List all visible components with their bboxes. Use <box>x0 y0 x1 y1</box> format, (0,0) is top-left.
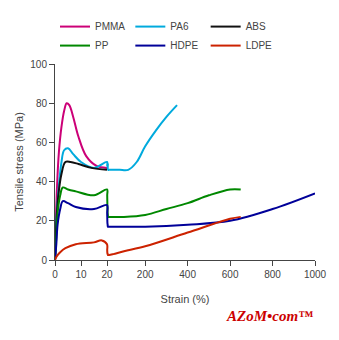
svg-text:Tensile stress (MPa): Tensile stress (MPa) <box>13 112 25 212</box>
svg-text:200: 200 <box>137 269 154 280</box>
svg-text:20: 20 <box>36 215 48 226</box>
svg-text:20: 20 <box>101 269 113 280</box>
svg-text:400: 400 <box>179 269 196 280</box>
svg-text:ABS: ABS <box>246 21 266 32</box>
svg-text:PP: PP <box>95 40 109 51</box>
svg-text:LDPE: LDPE <box>246 40 272 51</box>
svg-text:AZoM•com™: AZoM•com™ <box>226 308 313 324</box>
svg-text:600: 600 <box>222 269 239 280</box>
svg-text:40: 40 <box>36 176 48 187</box>
svg-text:100: 100 <box>30 59 47 70</box>
svg-text:80: 80 <box>36 98 48 109</box>
svg-text:1000: 1000 <box>304 269 327 280</box>
svg-text:0: 0 <box>52 269 58 280</box>
svg-text:0: 0 <box>41 255 47 266</box>
svg-text:PMMA: PMMA <box>95 21 125 32</box>
svg-text:HDPE: HDPE <box>170 40 198 51</box>
svg-text:Strain (%): Strain (%) <box>161 293 210 305</box>
svg-text:10: 10 <box>75 269 87 280</box>
svg-text:60: 60 <box>36 137 48 148</box>
svg-text:800: 800 <box>264 269 281 280</box>
svg-text:PA6: PA6 <box>170 21 189 32</box>
